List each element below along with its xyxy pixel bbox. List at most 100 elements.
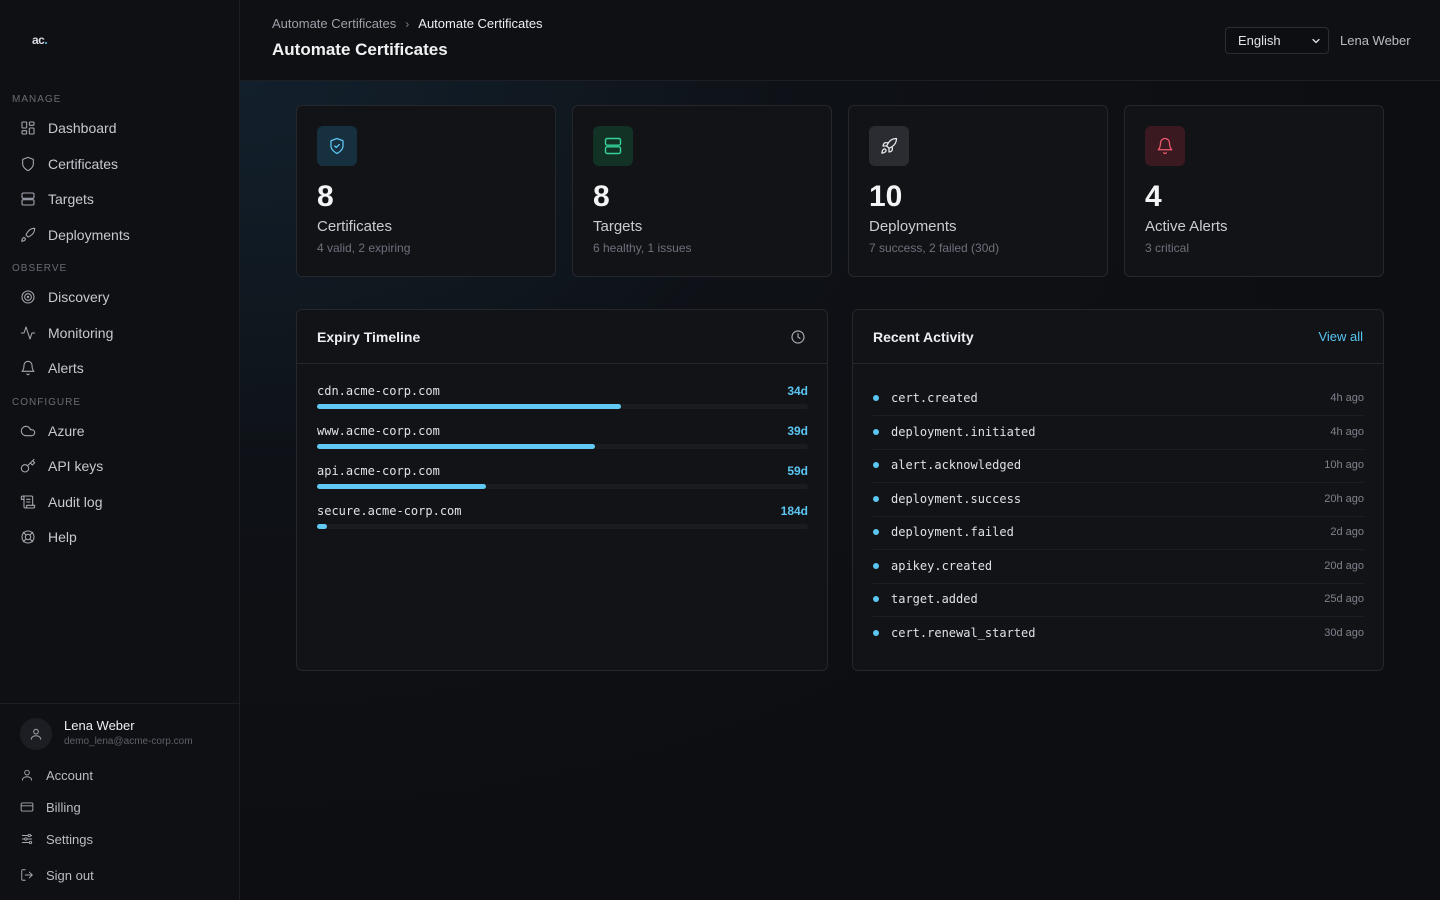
sidebar-item-label: Certificates	[48, 156, 119, 172]
sidebar-footer: Lena Weber demo_lena@acme-corp.com Accou…	[0, 703, 240, 900]
expiry-bar-track	[317, 404, 808, 409]
stat-value: 10	[869, 180, 903, 213]
expiry-days: 59d	[787, 464, 808, 478]
chevron-down-icon	[1310, 35, 1322, 50]
activity-row[interactable]: cert.created 4h ago	[873, 382, 1364, 416]
stat-value: 4	[1145, 180, 1162, 213]
expiry-row[interactable]: secure.acme-corp.com 184d	[317, 504, 808, 544]
sidebar-item-label: Deployments	[48, 227, 130, 243]
activity-event: cert.created	[891, 391, 978, 405]
sidebar-item-label: API keys	[48, 458, 104, 474]
language-value: English	[1238, 33, 1281, 48]
page-title: Automate Certificates	[272, 40, 448, 59]
activity-row[interactable]: apikey.created 20d ago	[873, 550, 1364, 584]
user-email: demo_lena@acme-corp.com	[64, 736, 193, 747]
expiry-bar-track	[317, 484, 808, 489]
view-all-link[interactable]: View all	[1318, 329, 1363, 344]
user-name: Lena Weber	[64, 718, 135, 733]
sign-out-button[interactable]: Sign out	[20, 863, 94, 887]
stat-card-active-alerts[interactable]: 4 Active Alerts 3 critical	[1124, 105, 1384, 277]
header-user-name[interactable]: Lena Weber	[1340, 33, 1411, 48]
activity-event: deployment.failed	[891, 525, 1014, 539]
sidebar-item-alerts[interactable]: Alerts	[12, 352, 228, 384]
expiry-timeline-panel: Expiry Timeline cdn.acme-corp.com 34d ww…	[296, 309, 828, 671]
activity-row[interactable]: cert.renewal_started 30d ago	[873, 617, 1364, 651]
logout-icon	[20, 868, 34, 882]
sidebar-item-audit-log[interactable]: Audit log	[12, 486, 228, 518]
status-dot	[873, 496, 879, 502]
activity-event: cert.renewal_started	[891, 626, 1036, 640]
expiry-row[interactable]: www.acme-corp.com 39d	[317, 424, 808, 464]
status-dot	[873, 395, 879, 401]
expiry-domain: www.acme-corp.com	[317, 424, 440, 438]
activity-row[interactable]: alert.acknowledged 10h ago	[873, 449, 1364, 483]
sidebar-item-azure[interactable]: Azure	[12, 415, 228, 447]
account-link[interactable]: Account	[20, 763, 93, 787]
status-dot	[873, 596, 879, 602]
sidebar: ac. MANAGE Dashboard Certificates Target…	[0, 0, 240, 900]
status-dot	[873, 462, 879, 468]
shield-icon	[20, 156, 36, 172]
user-icon	[30, 728, 42, 740]
sidebar-item-label: Dashboard	[48, 120, 117, 136]
scroll-icon	[20, 494, 36, 510]
expiry-bar-fill	[317, 444, 596, 449]
activity-event: deployment.initiated	[891, 425, 1036, 439]
sidebar-item-monitoring[interactable]: Monitoring	[12, 317, 228, 349]
stat-label: Active Alerts	[1145, 218, 1228, 235]
stat-subtext: 4 valid, 2 expiring	[317, 241, 411, 255]
stat-label: Deployments	[869, 218, 957, 235]
activity-row[interactable]: deployment.failed 2d ago	[873, 516, 1364, 550]
cloud-icon	[20, 423, 36, 439]
app-logo[interactable]: ac.	[32, 33, 48, 47]
sidebar-item-label: Discovery	[48, 289, 110, 305]
sidebar-item-label: Targets	[48, 191, 94, 207]
activity-row[interactable]: deployment.success 20h ago	[873, 483, 1364, 517]
dashboard-icon	[20, 120, 36, 136]
avatar[interactable]	[20, 718, 52, 750]
expiry-row[interactable]: api.acme-corp.com 59d	[317, 464, 808, 504]
stat-card-certificates[interactable]: 8 Certificates 4 valid, 2 expiring	[296, 105, 556, 277]
user-icon	[20, 768, 34, 782]
sidebar-item-discovery[interactable]: Discovery	[12, 281, 228, 313]
stat-card-targets[interactable]: 8 Targets 6 healthy, 1 issues	[572, 105, 832, 277]
billing-link[interactable]: Billing	[20, 795, 81, 819]
sidebar-item-certificates[interactable]: Certificates	[12, 148, 228, 180]
key-icon	[20, 458, 36, 474]
expiry-bar-fill	[317, 524, 327, 529]
expiry-bar-fill	[317, 404, 622, 409]
sliders-icon	[20, 832, 34, 846]
sidebar-item-deployments[interactable]: Deployments	[12, 219, 228, 251]
expiry-domain: api.acme-corp.com	[317, 464, 440, 478]
settings-link[interactable]: Settings	[20, 827, 93, 851]
clock-icon[interactable]	[789, 328, 807, 346]
stat-card-deployments[interactable]: 10 Deployments 7 success, 2 failed (30d)	[848, 105, 1108, 277]
status-dot	[873, 563, 879, 569]
expiry-domain: secure.acme-corp.com	[317, 504, 462, 518]
language-select[interactable]: English	[1225, 27, 1329, 54]
sidebar-item-api-keys[interactable]: API keys	[12, 450, 228, 482]
rocket-icon	[869, 126, 909, 166]
activity-time: 30d ago	[1324, 627, 1364, 639]
shield-check-icon	[317, 126, 357, 166]
sidebar-item-label: Alerts	[48, 360, 84, 376]
activity-icon	[20, 325, 36, 341]
activity-time: 20h ago	[1324, 493, 1364, 505]
expiry-row[interactable]: cdn.acme-corp.com 34d	[317, 384, 808, 424]
activity-event: apikey.created	[891, 559, 993, 573]
sidebar-item-targets[interactable]: Targets	[12, 183, 228, 215]
activity-row[interactable]: target.added 25d ago	[873, 583, 1364, 617]
activity-row[interactable]: deployment.initiated 4h ago	[873, 416, 1364, 450]
bell-icon	[1145, 126, 1185, 166]
bell-icon	[20, 360, 36, 376]
rocket-icon	[20, 227, 36, 243]
radar-icon	[20, 289, 36, 305]
stat-subtext: 6 healthy, 1 issues	[593, 241, 692, 255]
breadcrumb-link[interactable]: Automate Certificates	[272, 16, 397, 31]
sidebar-item-dashboard[interactable]: Dashboard	[12, 112, 228, 144]
sign-out-label: Sign out	[46, 867, 94, 883]
panel-header: Recent Activity View all	[853, 310, 1383, 364]
nav-section-observe: OBSERVE	[12, 263, 68, 274]
sidebar-item-help[interactable]: Help	[12, 521, 228, 553]
sidebar-item-label: Azure	[48, 423, 85, 439]
